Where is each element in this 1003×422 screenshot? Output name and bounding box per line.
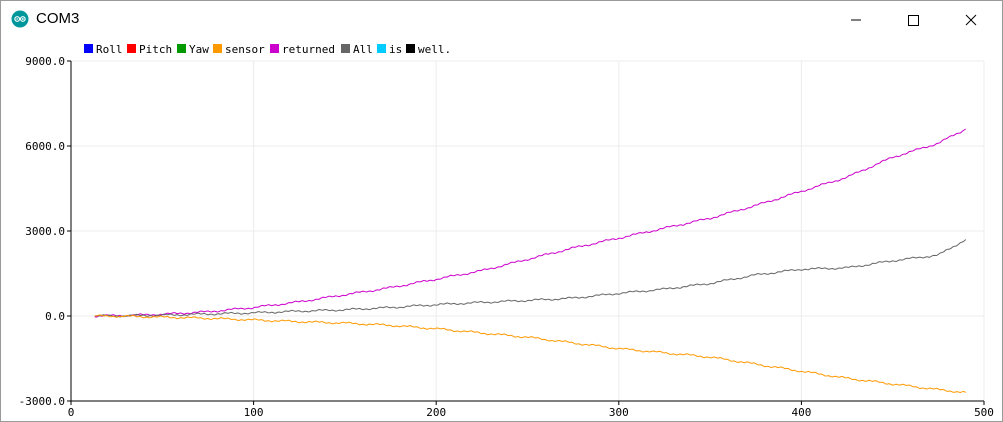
legend-swatch-is [377,44,386,53]
legend-swatch-well [406,44,415,53]
close-icon [965,14,977,26]
window-title: COM3 [36,10,80,27]
x-tick-label: 400 [791,406,811,419]
legend-label-all: All [353,43,373,56]
y-tick-label: 9000.0 [25,55,65,68]
title-bar[interactable]: COM3 [1,1,1002,39]
axes: -3000.0 0.0 3000.0 6000.0 9000.0 0 100 200 300 40… [19,55,994,419]
maximize-button[interactable] [890,1,936,39]
plot-area: -3000.0 0.0 3000.0 6000.0 9000.0 0 100 200 300 40… [1,39,1002,421]
legend-label-well: well. [418,43,451,56]
grid-lines [71,60,985,402]
legend-swatch-roll [84,44,93,53]
arduino-logo-icon [11,10,29,28]
legend-swatch-returned [270,44,279,53]
legend-label-is: is [389,43,402,56]
x-tick-label: 100 [244,406,264,419]
legend-label-sensor: sensor [225,43,265,56]
legend-label-roll: Roll [96,43,123,56]
x-tick-label: 0 [68,406,75,419]
legend-swatch-pitch [127,44,136,53]
legend-label-returned: returned [282,43,335,56]
legend: Roll Pitch Yaw sensor returned All is well. [84,43,451,56]
legend-swatch-yaw [177,44,186,53]
legend-swatch-all [341,44,350,53]
series-line-returned [94,128,966,318]
minimize-icon [850,14,862,26]
series-line-all [94,239,967,318]
maximize-icon [907,14,919,26]
series-line-sensor [94,314,966,394]
x-tick-label: 500 [974,406,994,419]
minimize-button[interactable] [833,1,879,39]
legend-swatch-sensor [213,44,222,53]
legend-label-pitch: Pitch [139,43,172,56]
x-tick-label: 300 [609,406,629,419]
close-button[interactable] [948,1,994,39]
x-tick-label: 200 [426,406,446,419]
serial-plot: -3000.0 0.0 3000.0 6000.0 9000.0 0 100 200 300 40… [19,43,994,419]
series-lines [94,128,967,394]
y-tick-label: 6000.0 [25,140,65,153]
y-tick-label: -3000.0 [19,395,65,408]
legend-label-yaw: Yaw [189,43,209,56]
y-tick-label: 0.0 [45,310,65,323]
y-tick-label: 3000.0 [25,225,65,238]
